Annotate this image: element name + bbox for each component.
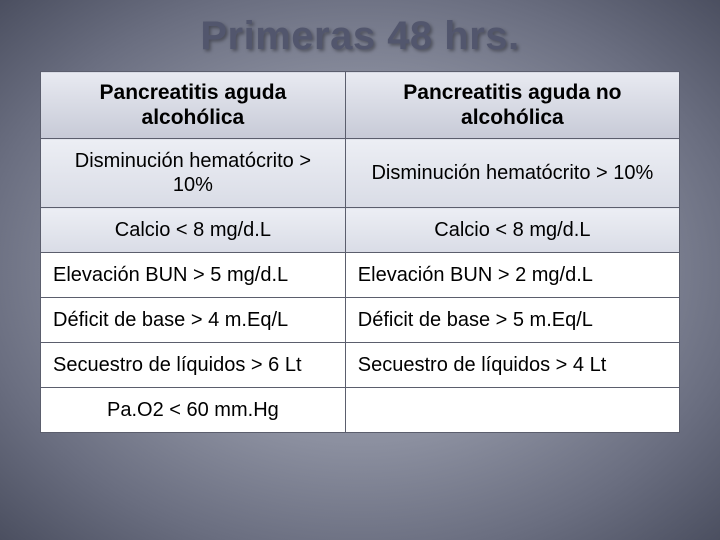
table-row: Pa.O2 < 60 mm.Hg bbox=[41, 388, 680, 433]
cell-basedef-nonalc: Déficit de base > 5 m.Eq/L bbox=[345, 298, 679, 343]
table-row: Calcio < 8 mg/d.L Calcio < 8 mg/d.L bbox=[41, 208, 680, 253]
page-title: Primeras 48 hrs. bbox=[200, 14, 519, 59]
cell-pao2-alc: Pa.O2 < 60 mm.Hg bbox=[41, 388, 346, 433]
cell-calcium-alc: Calcio < 8 mg/d.L bbox=[41, 208, 346, 253]
cell-bun-alc: Elevación BUN > 5 mg/d.L bbox=[41, 253, 346, 298]
cell-fluidseq-nonalc: Secuestro de líquidos > 4 Lt bbox=[345, 343, 679, 388]
criteria-table-container: Pancreatitis aguda alcohólica Pancreatit… bbox=[40, 71, 680, 433]
cell-hematocrit-alc: Disminución hematócrito > 10% bbox=[41, 139, 346, 208]
cell-calcium-nonalc: Calcio < 8 mg/d.L bbox=[345, 208, 679, 253]
table-row: Disminución hematócrito > 10% Disminució… bbox=[41, 139, 680, 208]
col-header-alcoholic: Pancreatitis aguda alcohólica bbox=[41, 72, 346, 139]
cell-hematocrit-nonalc: Disminución hematócrito > 10% bbox=[345, 139, 679, 208]
table-header-row: Pancreatitis aguda alcohólica Pancreatit… bbox=[41, 72, 680, 139]
col-header-non-alcoholic: Pancreatitis aguda no alcohólica bbox=[345, 72, 679, 139]
table-row: Déficit de base > 4 m.Eq/L Déficit de ba… bbox=[41, 298, 680, 343]
cell-pao2-nonalc bbox=[345, 388, 679, 433]
table-row: Elevación BUN > 5 mg/d.L Elevación BUN >… bbox=[41, 253, 680, 298]
cell-fluidseq-alc: Secuestro de líquidos > 6 Lt bbox=[41, 343, 346, 388]
cell-basedef-alc: Déficit de base > 4 m.Eq/L bbox=[41, 298, 346, 343]
cell-bun-nonalc: Elevación BUN > 2 mg/d.L bbox=[345, 253, 679, 298]
table-row: Secuestro de líquidos > 6 Lt Secuestro d… bbox=[41, 343, 680, 388]
criteria-table: Pancreatitis aguda alcohólica Pancreatit… bbox=[40, 71, 680, 433]
